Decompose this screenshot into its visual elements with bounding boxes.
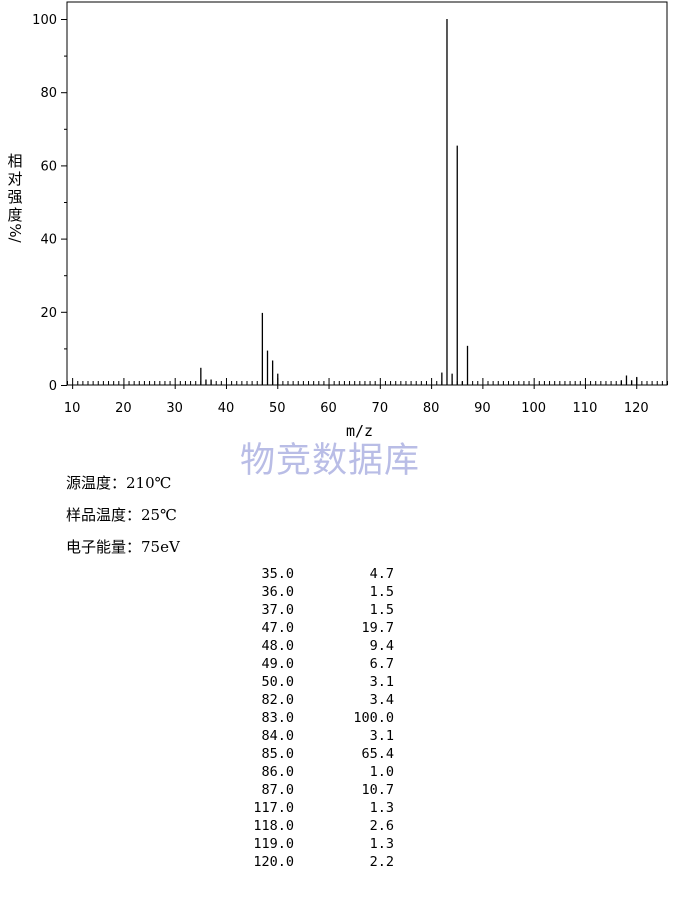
y-tick-label: 0 [49,379,57,394]
peak-intensity: 6.7 [369,656,394,672]
peak-mz: 85.0 [261,746,294,762]
x-tick-label: 70 [372,401,389,416]
peak-mz: 37.0 [261,602,294,618]
x-axis-label: m/z [346,422,374,440]
peak-row: 84.0 3.1 [226,727,394,745]
peak-row: 37.0 1.5 [226,601,394,619]
source-temperature: 源温度：210℃ [66,474,172,492]
y-axis-label: 相 对 强 度 %/ [4,152,26,243]
peak-mz: 82.0 [261,692,294,708]
plot-frame [66,1,668,386]
peak-mz: 47.0 [261,620,294,636]
peak-intensity: 1.3 [369,800,394,816]
peak-row: 35.0 4.7 [226,565,394,583]
watermark: 物竞数据库 [240,441,421,481]
peak-intensity: 3.4 [369,692,394,708]
peak-row: 48.0 9.4 [226,637,394,655]
peak-intensity: 4.7 [369,566,394,582]
x-tick-label: 80 [423,401,440,416]
peak-mz: 35.0 [261,566,294,582]
sample-temperature: 样品温度：25℃ [66,506,177,524]
y-tick-label: 100 [32,13,57,28]
peak-mz: 118.0 [253,818,294,834]
x-tick-label: 60 [320,401,337,416]
peak-row: 118.0 2.6 [226,817,394,835]
peak-intensity: 3.1 [369,674,394,690]
x-tick-label: 100 [521,401,546,416]
peak-row: 86.0 1.0 [226,763,394,781]
peak-intensity: 65.4 [361,746,394,762]
y-axis-label-char: 强 [7,188,23,206]
peak-mz: 36.0 [261,584,294,600]
peak-row: 49.0 6.7 [226,655,394,673]
chart-svg: 10 20 30 40 50 60 70 80 90 100 110 120 0 20 40 60 80 100 [32,1,668,416]
x-tick-label: 120 [624,401,649,416]
y-tick-label: 80 [40,86,57,101]
peak-intensity: 1.0 [369,764,394,780]
peak-mz: 86.0 [261,764,294,780]
peak-intensity: 2.6 [369,818,394,834]
peak-row: 50.0 3.1 [226,673,394,691]
electron-energy: 电子能量：75eV [66,538,180,556]
x-tick-label: 20 [115,401,132,416]
peak-intensity: 2.2 [369,854,394,870]
peak-mz: 49.0 [261,656,294,672]
y-axis-label-char: 对 [7,170,23,188]
peak-intensity: 1.5 [369,584,394,600]
peak-intensity: 1.5 [369,602,394,618]
peak-intensity: 9.4 [369,638,394,654]
x-tick-label: 30 [166,401,183,416]
x-tick-label: 110 [573,401,598,416]
peak-mz: 84.0 [261,728,294,744]
x-tick-label: 40 [218,401,235,416]
peak-intensity: 3.1 [369,728,394,744]
x-tick-label: 50 [269,401,286,416]
y-tick-label: 20 [40,306,57,321]
peak-row: 120.0 2.2 [226,853,394,871]
peak-mz: 120.0 [253,854,294,870]
peak-mz: 87.0 [261,782,294,798]
peak-intensity: 100.0 [353,710,394,726]
peak-row: 117.0 1.3 [226,799,394,817]
peak-mz: 48.0 [261,638,294,654]
peak-intensity: 1.3 [369,836,394,852]
peak-mz: 50.0 [261,674,294,690]
y-axis-label-char: 相 [7,152,23,170]
x-tick-label: 90 [474,401,491,416]
y-tick-label: 60 [40,159,57,174]
peak-intensity: 19.7 [361,620,394,636]
y-tick-label: 40 [40,233,57,248]
peak-mz: 83.0 [261,710,294,726]
peak-row: 87.0 10.7 [226,781,394,799]
mass-spectrum-chart: 10 20 30 40 50 60 70 80 90 100 110 120 0 20 40 60 80 100 … [0,0,680,450]
peak-row: 119.0 1.3 [226,835,394,853]
peak-row: 47.0 19.7 [226,619,394,637]
peak-mz: 119.0 [253,836,294,852]
peak-row: 83.0 100.0 [226,709,394,727]
peak-mz: 117.0 [253,800,294,816]
peak-row: 82.0 3.4 [226,691,394,709]
y-axis-label-char: 度 [7,206,23,224]
peak-table: 35.0 4.7 36.0 1.5 37.0 1.5 47.0 19.7 48.0 9.4 49.0… [226,565,394,871]
peak-row: 36.0 1.5 [226,583,394,601]
y-axis-label-char: %/ [6,223,24,243]
x-tick-label: 10 [64,401,81,416]
peak-intensity: 10.7 [361,782,394,798]
peak-row: 85.0 65.4 [226,745,394,763]
